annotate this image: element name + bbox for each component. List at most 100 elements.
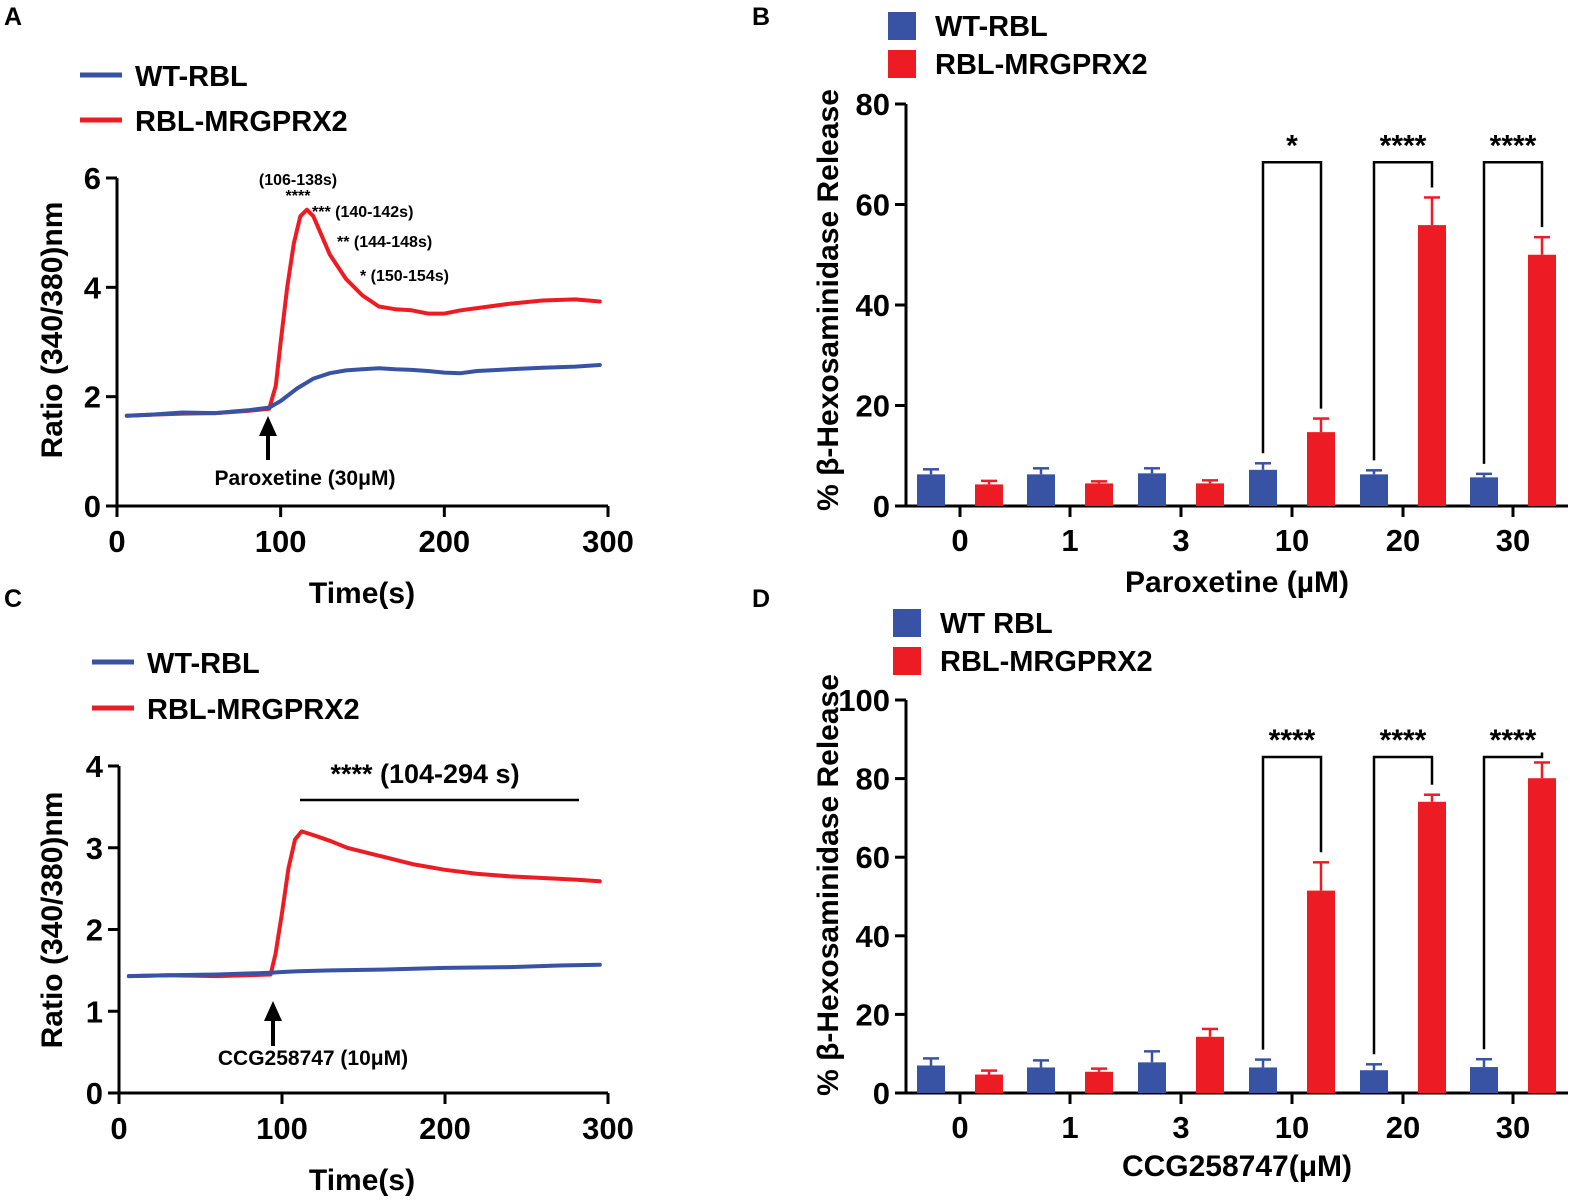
ticks: 0 20 40 60 80 100 0 1 3 10 20 30 (838, 683, 1530, 1145)
significance-bracket (1261, 161, 1323, 454)
panel-a-chart: WT-RBL RBL-MRGPRX2 0 2 4 6 0 100 200 300 Time(s… (36, 61, 634, 610)
axes (904, 700, 1568, 1095)
x-tick-label: 0 (951, 1110, 968, 1145)
stimulus-label: CCG258747 (10μM) (218, 1047, 408, 1070)
bar-wt (1249, 469, 1277, 506)
legend-label-mrgprx2: RBL-MRGPRX2 (935, 49, 1148, 81)
series-line-mrgprx2 (126, 829, 602, 979)
y-axis-title: Ratio (340/380)nm (36, 202, 69, 459)
bar-mrgprx2 (975, 484, 1003, 506)
significance-stars: **** (1269, 724, 1316, 757)
bar-mrgprx2 (1196, 483, 1224, 506)
bars-group (917, 761, 1556, 1093)
y-tick-label: 60 (856, 840, 890, 875)
y-tick-label: 0 (86, 1076, 103, 1111)
y-tick-label: 0 (84, 489, 101, 524)
bar-wt (1470, 477, 1498, 506)
x-axis-title: Time(s) (309, 577, 415, 610)
annotation-label-3: ** (144-148s) (337, 234, 432, 251)
x-tick-label: 20 (1386, 523, 1420, 558)
bar-mrgprx2 (1418, 225, 1446, 507)
x-tick-label: 300 (582, 1111, 634, 1146)
y-tick-label: 20 (856, 997, 890, 1032)
x-tick-label: 0 (108, 524, 125, 559)
annotation-label-2: *** (140-142s) (312, 204, 413, 221)
y-tick-label: 0 (873, 1076, 890, 1111)
y-tick-label: 80 (856, 762, 890, 797)
panel-letter-a: A (4, 3, 22, 31)
bar-wt (917, 1065, 945, 1093)
x-tick-label: 30 (1496, 523, 1530, 558)
x-tick-label: 200 (419, 1111, 471, 1146)
y-tick-label: 4 (84, 270, 102, 305)
panel-letter-b: B (752, 3, 770, 31)
significance-group: * **** **** (1261, 129, 1544, 464)
annotation-stars-1: **** (286, 188, 312, 205)
x-tick-label: 10 (1275, 523, 1309, 558)
bar-mrgprx2 (1085, 1071, 1113, 1093)
series-group (124, 207, 602, 418)
bar-wt (1470, 1067, 1498, 1093)
bar-wt (1027, 474, 1055, 506)
legend-swatch-wt (888, 12, 916, 40)
legend-swatch-mrgprx2 (888, 50, 916, 78)
x-tick-label: 100 (256, 1111, 308, 1146)
y-tick-label: 1 (86, 994, 103, 1029)
y-axis-title: Ratio (340/380)nm (36, 792, 69, 1049)
legend-label-wt: WT-RBL (935, 11, 1048, 43)
x-tick-label: 100 (255, 524, 307, 559)
series-group (126, 829, 602, 979)
panel-c-chart: WT-RBL RBL-MRGPRX2 0 1 2 3 4 0 100 200 300 Time(… (36, 648, 634, 1197)
y-tick-label: 20 (856, 389, 890, 424)
significance-stars: * (1286, 129, 1298, 162)
legend-label-mrgprx2: RBL-MRGPRX2 (147, 694, 360, 726)
bar-mrgprx2 (1528, 254, 1556, 506)
axes (904, 104, 1568, 508)
y-tick-label: 40 (856, 919, 890, 954)
x-tick-label: 30 (1496, 1110, 1530, 1145)
panel-d-chart: WT RBL RBL-MRGPRX2 0 20 40 60 80 100 0 1 3 10 20 30… (812, 608, 1568, 1183)
y-axis-title: % β-Hexosaminidase Release (812, 89, 845, 511)
x-axis-title: CCG258747(μM) (1122, 1150, 1352, 1183)
panel-letter-d: D (752, 585, 770, 613)
y-tick-label: 80 (856, 87, 890, 122)
significance-stars: **** (1490, 129, 1537, 162)
y-tick-label: 0 (873, 489, 890, 524)
significance-bracket (1261, 755, 1323, 1050)
axes (117, 766, 608, 1095)
x-tick-label: 3 (1172, 523, 1189, 558)
significance-bracket (1482, 752, 1544, 1050)
significance-label: **** (104-294 s) (330, 759, 519, 789)
bar-mrgprx2 (1196, 1036, 1224, 1093)
series-line-wt (124, 363, 602, 418)
bar-wt (1360, 474, 1388, 506)
x-tick-label: 1 (1061, 1110, 1078, 1145)
x-tick-label: 20 (1386, 1110, 1420, 1145)
annotation-label-4: * (150-154s) (360, 268, 449, 285)
y-tick-label: 2 (86, 913, 103, 948)
y-tick-label: 3 (86, 831, 103, 866)
bar-mrgprx2 (1528, 778, 1556, 1093)
bar-wt (1249, 1067, 1277, 1093)
y-tick-label: 40 (856, 288, 890, 323)
legend-label-mrgprx2: RBL-MRGPRX2 (135, 106, 348, 138)
panel-letter-c: C (4, 585, 22, 613)
y-tick-label: 2 (84, 380, 101, 415)
bar-mrgprx2 (1418, 801, 1446, 1093)
legend-label-wt: WT RBL (940, 608, 1053, 640)
bar-wt (1138, 1062, 1166, 1093)
significance-stars: **** (1380, 129, 1427, 162)
x-tick-label: 0 (110, 1111, 127, 1146)
bar-mrgprx2 (1307, 890, 1335, 1093)
bar-wt (1360, 1070, 1388, 1093)
legend-label-wt: WT-RBL (147, 648, 260, 680)
ticks: 0 2 4 6 0 100 200 300 (84, 161, 634, 559)
significance-bracket (1372, 161, 1434, 461)
series-line-wt (126, 962, 602, 979)
annotation-range-1: (106-138s) (259, 172, 337, 189)
bar-wt (1027, 1067, 1055, 1093)
y-tick-label: 4 (86, 749, 104, 784)
y-tick-label: 100 (838, 683, 890, 718)
bars-group (917, 196, 1556, 507)
